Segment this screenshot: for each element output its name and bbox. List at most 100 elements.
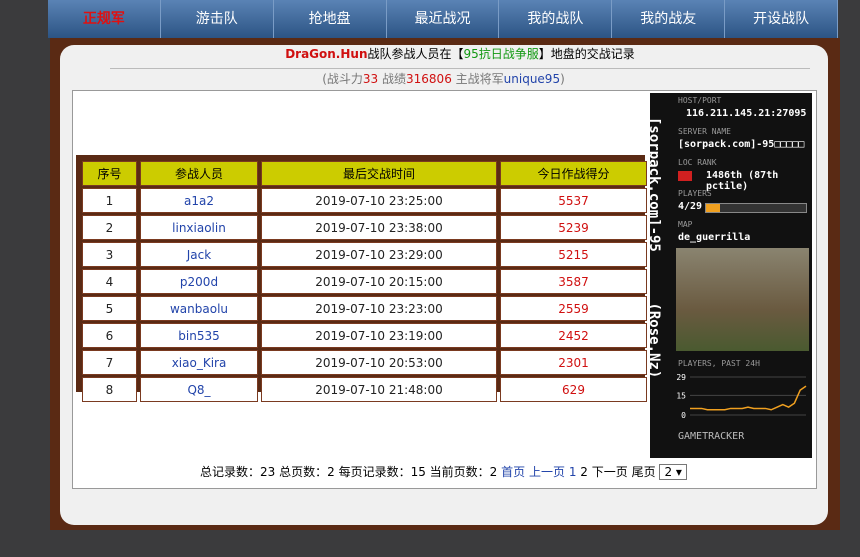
history-chart: 29 15 0 [676,373,807,420]
score: 2301 [500,350,647,375]
row-number: 7 [82,350,137,375]
column-header: 序号 [82,161,137,186]
server-name: [sorpack.com]-95□□□□□ [678,139,805,150]
nav-item[interactable]: 开设战队 [725,0,839,38]
flag [678,171,692,181]
rank: 1486th (87th pctile) [706,170,779,192]
score: 2452 [500,323,647,348]
page[interactable]: 1 [568,465,577,479]
map-label: MAP [678,220,693,229]
current: 2 [580,465,588,479]
map: de_guerrilla [678,232,751,243]
stats: (战斗力33 战绩316806 主战将军unique95) [72,70,815,87]
table-body: 1 a1a2 2019-07-10 23:25:00 5537 2 linxiaolin 2… [82,188,647,402]
score: 3587 [500,269,647,294]
y-tick-label: 15 [676,391,686,400]
row-number: 5 [82,296,137,321]
table-row: 4 p200d 2019-07-10 20:15:00 3587 [82,269,647,294]
score: 2559 [500,296,647,321]
column-header: 今日作战得分 [500,161,647,186]
y-tick-label: 29 [676,373,686,382]
score: 629 [500,377,647,402]
player[interactable]: Q8_ [140,377,258,402]
row-number: 3 [82,242,137,267]
players-fill [706,204,720,212]
summary: 总记录数：23 总页数：2 每页记录数：15 当前页数：2 [200,465,498,479]
column-header: 最后交战时间 [261,161,497,186]
record-table: 序号 参战人员 最后交战时间 今日作战得分 1 a1a2 2019-07-10 23:25:… [79,159,650,404]
player[interactable]: wanbaolu [140,296,258,321]
text: 战绩 [378,72,407,86]
table-row: 1 a1a2 2019-07-10 23:25:00 5537 [82,188,647,213]
table-row: 2 linxiaolin 2019-07-10 23:38:00 5239 [82,215,647,240]
table-row: 3 Jack 2019-07-10 23:29:00 5215 [82,242,647,267]
next: 下一页 [591,465,628,479]
player[interactable]: a1a2 [140,188,258,213]
last-battle: 2019-07-10 20:53:00 [261,350,497,375]
last-battle: 2019-07-10 23:38:00 [261,215,497,240]
title-line: DraGon.Hun战队参战人员在【95抗日战争服】地盘的交战记录 [110,44,810,69]
element: 序号 参战人员 最后交战时间 今日作战得分 [82,161,647,186]
last: 尾页 [631,465,656,479]
host-label: HOST/PORT [678,96,722,105]
table-row: 7 xiao_Kira 2019-07-10 20:53:00 2301 [82,350,647,375]
last-battle: 2019-07-10 23:29:00 [261,242,497,267]
players-label: PLAYERS [678,189,712,198]
select-value: 2 [664,465,673,479]
players: 4/29 [678,201,703,212]
score: 5239 [500,215,647,240]
nav-item[interactable]: 最近战况 [387,0,500,38]
side-sub: (Rose.Nz) [646,302,662,379]
table-row: 8 Q8_ 2019-07-10 21:48:00 629 [82,377,647,402]
text: 主战将军 [451,72,504,86]
nav-item[interactable]: 游击队 [161,0,274,38]
row-number: 6 [82,323,137,348]
server: 95抗日战争服 [463,47,539,61]
general: unique95 [503,72,561,86]
rank-label: LOC RANK [678,158,717,167]
player[interactable]: p200d [140,269,258,294]
nav-item[interactable]: 抢地盘 [274,0,387,38]
team: DraGon.Hun [285,47,368,61]
nav-item[interactable]: 我的战队 [499,0,613,38]
history-line [690,385,807,411]
nav-bar: 正规军 游击队 抢地盘 最近战况 我的战队 我的战友 开设战队 [48,0,839,38]
last-battle: 2019-07-10 20:15:00 [261,269,497,294]
row-number: 2 [82,215,137,240]
text: 】地盘的交战记录 [538,47,635,61]
player[interactable]: Jack [140,242,258,267]
nav-item[interactable]: 我的战友 [612,0,726,38]
row-number: 4 [82,269,137,294]
y-tick-label: 0 [681,411,686,420]
player[interactable]: xiao_Kira [140,350,258,375]
record: 316806 [406,72,452,86]
pagination: 总记录数：23 总页数：2 每页记录数：15 当前页数：2 首页 上一页 1 2… [72,460,815,485]
nav-item[interactable]: 正规军 [48,0,161,38]
history-label: PLAYERS, PAST 24H [678,359,760,368]
host: 116.211.145.21:27095 [686,108,807,119]
element: [sorpack.com]-95 (Rose.Nz) [646,117,662,378]
text: 战队参战人员在【 [367,47,464,61]
prev[interactable]: 上一页 [528,465,565,479]
column-header: 参战人员 [140,161,258,186]
side-title: [sorpack.com]-95 (Rose.Nz) [640,103,664,378]
first[interactable]: 首页 [501,465,526,479]
server-widget: [sorpack.com]-95 (Rose.Nz) HOST/PORT 116… [646,93,812,458]
players-bar [705,203,807,213]
text: (战斗力 [322,72,363,86]
power: 33 [362,72,379,86]
score: 5215 [500,242,647,267]
last-battle: 2019-07-10 23:19:00 [261,323,497,348]
name-label: SERVER NAME [678,127,731,136]
last-battle: 2019-07-10 21:48:00 [261,377,497,402]
last-battle: 2019-07-10 23:25:00 [261,188,497,213]
player[interactable]: bin535 [140,323,258,348]
row-number: 8 [82,377,137,402]
table-row: 6 bin535 2019-07-10 23:19:00 2452 [82,323,647,348]
map-image [676,248,809,351]
player[interactable]: linxiaolin [140,215,258,240]
text: ) [560,72,565,86]
table-row: 5 wanbaolu 2019-07-10 23:23:00 2559 [82,296,647,321]
page-select[interactable]: 2 ▾ [659,464,687,480]
